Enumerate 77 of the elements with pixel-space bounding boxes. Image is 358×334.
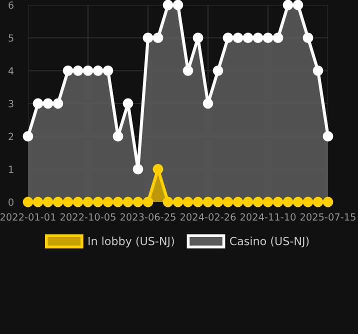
y-tick-label: 3: [8, 100, 14, 108]
legend-label: In lobby (US-NJ): [88, 236, 174, 248]
point: [142, 32, 154, 44]
x-tick-label: 2024-11-10: [240, 213, 296, 221]
y-tick-label: 0: [8, 198, 14, 206]
y-tick-label: 6: [8, 1, 14, 9]
y-tick-label: 1: [8, 166, 14, 173]
point: [172, 196, 184, 208]
point: [202, 98, 214, 109]
point: [242, 32, 254, 44]
point: [152, 164, 164, 174]
point: [182, 65, 194, 76]
point: [232, 196, 244, 208]
x-tick-label: 2022-10-05: [60, 213, 116, 221]
point: [262, 32, 274, 44]
point: [102, 65, 114, 76]
legend-label: Casino (US-NJ): [230, 236, 309, 248]
point: [272, 196, 284, 208]
point: [252, 32, 264, 44]
y-tick-label: 5: [8, 34, 14, 42]
x-tick-label: 2023-06-25: [120, 213, 176, 221]
point: [232, 32, 244, 44]
point: [112, 131, 124, 142]
point: [22, 131, 34, 142]
y-tick-label: 4: [8, 67, 14, 74]
point: [72, 65, 84, 76]
point: [192, 32, 204, 44]
point: [242, 196, 254, 208]
point: [302, 32, 314, 44]
point: [312, 196, 324, 208]
point: [272, 32, 284, 44]
point: [312, 65, 324, 76]
point: [52, 98, 64, 109]
point: [132, 196, 144, 208]
point: [322, 131, 334, 142]
point: [62, 65, 74, 76]
point: [292, 0, 304, 10]
point: [162, 196, 174, 208]
point: [292, 196, 304, 208]
point: [52, 196, 64, 208]
point: [212, 65, 224, 76]
point: [212, 196, 224, 208]
point: [252, 196, 264, 208]
point: [42, 98, 54, 109]
point: [82, 196, 94, 208]
point: [82, 65, 94, 76]
x-tick-label: 2024-02-26: [180, 213, 236, 221]
point: [42, 196, 54, 208]
point: [62, 196, 74, 208]
point: [102, 196, 114, 208]
point: [282, 0, 294, 10]
point: [142, 196, 154, 208]
x-tick-label: 2025-07-15: [300, 213, 356, 221]
point: [122, 98, 134, 109]
point: [262, 196, 274, 208]
point: [302, 196, 314, 208]
point: [92, 196, 104, 208]
point: [162, 0, 174, 10]
point: [282, 196, 294, 208]
y-tick-label: 2: [8, 132, 14, 140]
point: [192, 196, 204, 208]
point: [322, 196, 334, 208]
point: [152, 32, 164, 44]
point: [32, 98, 44, 109]
point: [122, 196, 134, 208]
point: [172, 0, 184, 10]
point: [32, 196, 44, 208]
point: [92, 65, 104, 76]
point: [222, 196, 234, 208]
point: [112, 196, 124, 208]
point: [182, 196, 194, 208]
x-tick-label: 2022-01-01: [0, 213, 56, 221]
point: [132, 164, 144, 174]
point: [72, 196, 84, 208]
point: [222, 32, 234, 44]
point: [22, 196, 34, 208]
point: [202, 196, 214, 208]
